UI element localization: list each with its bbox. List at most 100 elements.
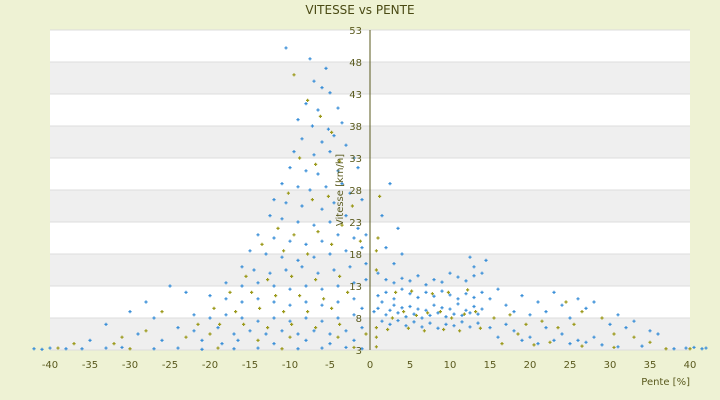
data-point-blue bbox=[340, 121, 344, 125]
data-point-blue bbox=[136, 332, 140, 336]
data-point-blue bbox=[448, 307, 452, 311]
data-point-blue bbox=[536, 300, 540, 304]
data-point-blue bbox=[304, 338, 308, 342]
data-point-blue bbox=[476, 312, 480, 316]
data-point-blue bbox=[272, 284, 276, 288]
data-point-olive bbox=[612, 332, 616, 336]
data-point-blue bbox=[376, 294, 380, 298]
data-point-blue bbox=[416, 274, 420, 278]
data-points bbox=[32, 46, 708, 351]
data-point-olive bbox=[292, 233, 296, 237]
data-point-blue bbox=[396, 318, 400, 323]
data-point-blue bbox=[320, 207, 324, 211]
data-point-olive bbox=[306, 98, 310, 102]
data-point-blue bbox=[152, 347, 156, 351]
data-point-blue bbox=[444, 322, 448, 326]
data-point-blue bbox=[304, 102, 308, 106]
data-point-blue bbox=[408, 292, 412, 296]
data-point-blue bbox=[456, 297, 460, 301]
data-point-blue bbox=[304, 242, 308, 246]
data-point-blue bbox=[484, 258, 488, 262]
data-point-blue bbox=[192, 329, 196, 333]
data-point-blue bbox=[216, 326, 220, 330]
data-point-olive bbox=[128, 347, 132, 351]
data-point-blue bbox=[272, 316, 276, 320]
data-point-blue bbox=[472, 274, 476, 278]
data-point-blue bbox=[404, 324, 408, 328]
data-point-olive bbox=[196, 322, 200, 326]
data-point-olive bbox=[326, 194, 330, 198]
data-point-blue bbox=[384, 278, 388, 282]
data-point-blue bbox=[504, 322, 508, 326]
data-point-blue bbox=[224, 297, 228, 301]
data-point-blue bbox=[326, 127, 330, 131]
data-point-blue bbox=[360, 198, 364, 202]
data-point-blue bbox=[320, 346, 324, 350]
data-point-olive bbox=[56, 346, 60, 350]
data-point-blue bbox=[240, 284, 244, 288]
data-point-olive bbox=[314, 278, 318, 282]
data-point-blue bbox=[256, 233, 260, 237]
data-point-blue bbox=[520, 294, 524, 298]
data-point-blue bbox=[268, 271, 272, 275]
data-point-olive bbox=[572, 322, 576, 326]
data-point-blue bbox=[32, 347, 36, 351]
data-point-olive bbox=[374, 345, 378, 349]
data-point-blue bbox=[192, 313, 196, 317]
data-point-blue bbox=[380, 300, 384, 304]
data-point-blue bbox=[552, 290, 556, 294]
data-point-blue bbox=[456, 302, 460, 306]
data-point-blue bbox=[448, 293, 452, 297]
data-point-blue bbox=[404, 315, 408, 319]
chart-title: VITESSE vs PENTE bbox=[305, 3, 414, 17]
data-point-olive bbox=[244, 274, 248, 278]
data-point-olive bbox=[500, 342, 504, 346]
data-point-blue bbox=[272, 342, 276, 346]
data-point-blue bbox=[436, 326, 440, 330]
data-point-blue bbox=[144, 300, 148, 304]
x-tick-label: 15 bbox=[484, 360, 497, 371]
x-tick-label: 30 bbox=[604, 360, 617, 371]
data-point-blue bbox=[360, 347, 364, 351]
data-point-blue bbox=[336, 233, 340, 237]
data-point-blue bbox=[528, 335, 532, 339]
x-tick-label: -20 bbox=[202, 360, 218, 371]
data-point-blue bbox=[476, 321, 480, 325]
data-point-blue bbox=[300, 265, 304, 269]
data-point-blue bbox=[372, 310, 376, 314]
data-point-blue bbox=[360, 326, 364, 330]
data-point-blue bbox=[280, 217, 284, 221]
data-point-blue bbox=[392, 303, 396, 307]
data-point-blue bbox=[104, 322, 108, 326]
data-point-olive bbox=[394, 290, 398, 294]
data-point-blue bbox=[224, 313, 228, 317]
data-point-blue bbox=[408, 279, 412, 283]
data-point-blue bbox=[352, 313, 356, 317]
data-point-blue bbox=[280, 255, 284, 259]
data-point-olive bbox=[234, 310, 238, 314]
data-point-blue bbox=[512, 310, 516, 314]
x-tick-label: 5 bbox=[407, 360, 413, 371]
data-point-olive bbox=[280, 347, 284, 351]
data-point-blue bbox=[348, 265, 352, 269]
y-tick-label: 3 bbox=[356, 346, 362, 357]
x-tick-label: -10 bbox=[282, 360, 298, 371]
data-point-blue bbox=[592, 335, 596, 339]
data-point-blue bbox=[656, 332, 660, 336]
data-point-olive bbox=[402, 310, 406, 314]
data-point-blue bbox=[424, 283, 428, 287]
data-point-blue bbox=[300, 137, 304, 141]
data-point-blue bbox=[488, 326, 492, 330]
data-point-blue bbox=[444, 315, 448, 319]
data-point-blue bbox=[316, 172, 320, 176]
data-point-blue bbox=[304, 284, 308, 288]
data-point-blue bbox=[236, 338, 240, 342]
y-tick-label: 18 bbox=[349, 250, 362, 261]
data-point-olive bbox=[450, 316, 454, 320]
data-point-blue bbox=[440, 306, 444, 310]
data-point-blue bbox=[632, 319, 636, 323]
data-point-blue bbox=[616, 313, 620, 317]
data-point-blue bbox=[472, 295, 476, 300]
data-point-blue bbox=[392, 281, 396, 285]
data-point-blue bbox=[268, 214, 272, 218]
